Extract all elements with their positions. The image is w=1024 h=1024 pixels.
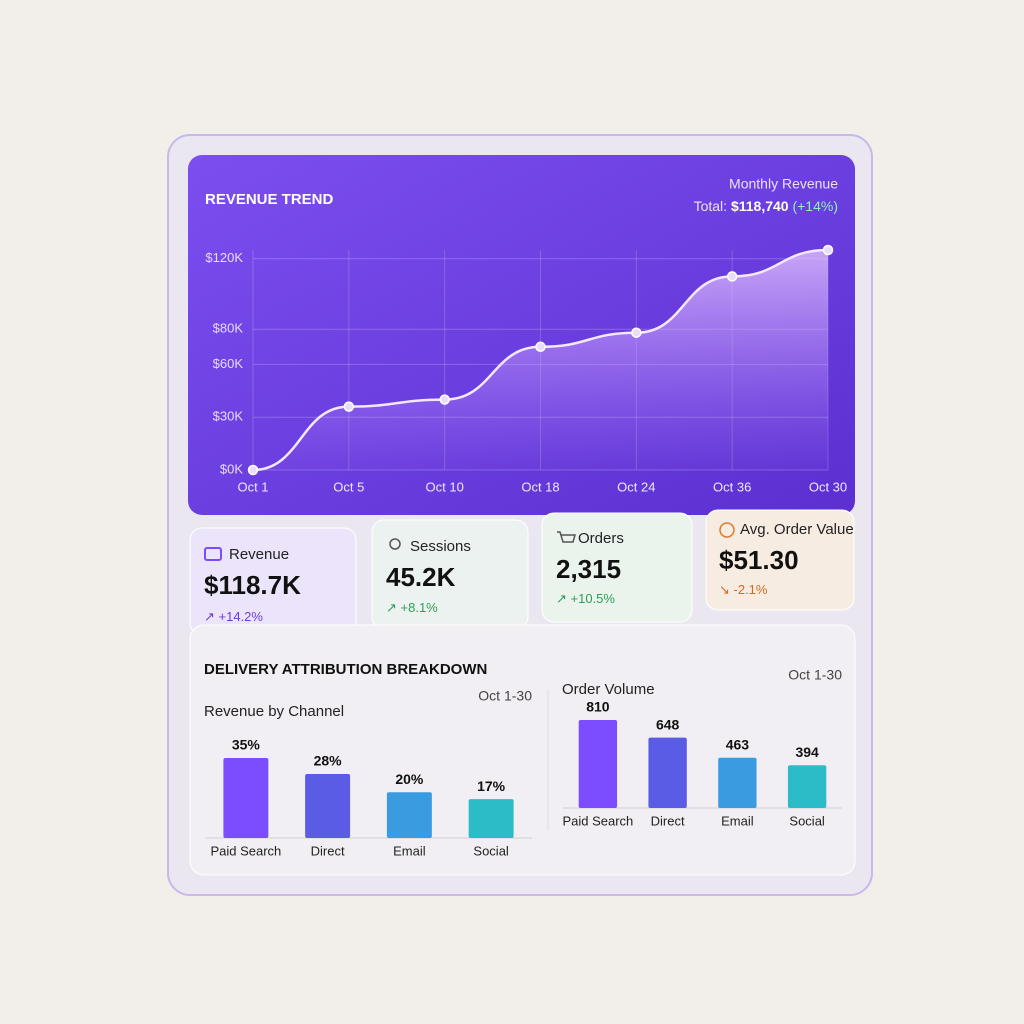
x-tick-label: Direct: [311, 843, 345, 858]
value-label: 810: [586, 699, 610, 715]
icon: [719, 522, 735, 538]
arrow: ↗: [204, 609, 219, 624]
kpi-value: 2,315: [556, 554, 621, 584]
total-change: (+14%): [792, 198, 838, 214]
bar: [468, 799, 514, 838]
kpi-box: [705, 509, 855, 611]
chart-title: Order Volume: [562, 681, 655, 698]
kpi-change: ↘ -2.1%: [719, 582, 768, 597]
x-tick-label: Oct 18: [521, 479, 559, 494]
x-tick-label: Oct 5: [333, 479, 364, 494]
total-label: Total:: [694, 198, 727, 214]
y-tick-label: $30K: [213, 409, 244, 424]
x-tick-label: Email: [393, 843, 426, 858]
icon: [557, 531, 576, 543]
kpi-change-value: -2.1%: [734, 582, 768, 597]
x-tick-label: Oct 1: [237, 479, 268, 494]
x-tick-label: Oct 36: [713, 479, 751, 494]
chart-subtitle: Monthly Revenue: [729, 176, 838, 192]
bar: [718, 757, 757, 808]
y-tick-label: $0K: [220, 461, 243, 476]
value-label: 17%: [477, 778, 506, 794]
x-tick-label: Email: [721, 813, 754, 828]
point: [247, 464, 259, 476]
total: Total: $118,740 (+14%): [694, 198, 838, 214]
value-label: 648: [656, 716, 680, 732]
kpi-label: Sessions: [410, 538, 471, 555]
x-tick-label: Oct 10: [426, 479, 464, 494]
kpi-value: 45.2K: [386, 562, 456, 592]
icon: [389, 538, 401, 550]
kpi-change-value: +10.5%: [571, 591, 616, 606]
arrow: ↗: [386, 600, 401, 615]
kpi-box: [541, 512, 693, 623]
kpi-card: Sessions 45.2K ↗ +8.1%: [371, 519, 529, 630]
x-tick-label: Paid Search: [562, 813, 633, 828]
kpi-change: ↗ +10.5%: [556, 591, 615, 606]
total-value: $118,740: [731, 198, 789, 214]
value-label: 35%: [232, 737, 261, 753]
y-tick-label: $80K: [213, 321, 244, 336]
value-label: 394: [795, 744, 819, 760]
arrow: ↗: [556, 591, 571, 606]
point: [822, 244, 834, 256]
y-tick-label: $60K: [213, 356, 244, 371]
chart-subtitle: Oct 1-30: [788, 667, 842, 683]
point: [535, 341, 546, 353]
x-tick-label: Direct: [651, 813, 685, 828]
kpi-card: Revenue $118.7K ↗ +14.2%: [189, 527, 357, 636]
bar: [578, 720, 618, 808]
chart-title: Revenue by Channel: [204, 703, 344, 720]
kpi-change-value: +14.2%: [219, 609, 264, 624]
point: [343, 401, 355, 412]
kpi-change-value: +8.1%: [401, 600, 439, 615]
bar: [648, 737, 687, 808]
point: [439, 394, 450, 405]
y-tick-label: $120K: [205, 250, 243, 265]
arrow: ↘: [719, 582, 734, 597]
x-tick-label: Social: [789, 813, 825, 828]
point: [726, 271, 738, 282]
chart-title: REVENUE TREND: [205, 191, 334, 208]
bar: [223, 758, 269, 838]
kpi-label: Revenue: [229, 546, 289, 563]
kpi-label: Avg. Order Value: [740, 521, 854, 538]
chart-subtitle: Oct 1-30: [478, 688, 532, 704]
kpi-label: Orders: [578, 530, 624, 547]
kpi-value: $118.7K: [204, 570, 301, 600]
x-tick-label: Paid Search: [210, 843, 281, 858]
value-label: 28%: [314, 753, 343, 769]
icon: [204, 547, 222, 561]
value-label: 20%: [395, 771, 424, 787]
x-tick-label: Oct 24: [617, 479, 655, 494]
kpi-card: Avg. Order Value $51.30 ↘ -2.1%: [705, 509, 855, 611]
bar: [305, 774, 351, 838]
kpi-card: Orders 2,315 ↗ +10.5%: [541, 512, 693, 623]
breakdown-panel: [189, 624, 856, 876]
value-label: 463: [726, 736, 750, 752]
kpi-change: ↗ +8.1%: [386, 600, 438, 615]
kpi-value: $51.30: [719, 545, 799, 575]
bar: [386, 792, 432, 838]
breakdown-title: DELIVERY ATTRIBUTION BREAKDOWN: [204, 661, 487, 678]
x-tick-label: Social: [473, 843, 509, 858]
x-tick-label: Oct 30: [809, 479, 847, 494]
kpi-change: ↗ +14.2%: [204, 609, 263, 624]
point: [631, 327, 642, 338]
bar: [787, 765, 827, 808]
